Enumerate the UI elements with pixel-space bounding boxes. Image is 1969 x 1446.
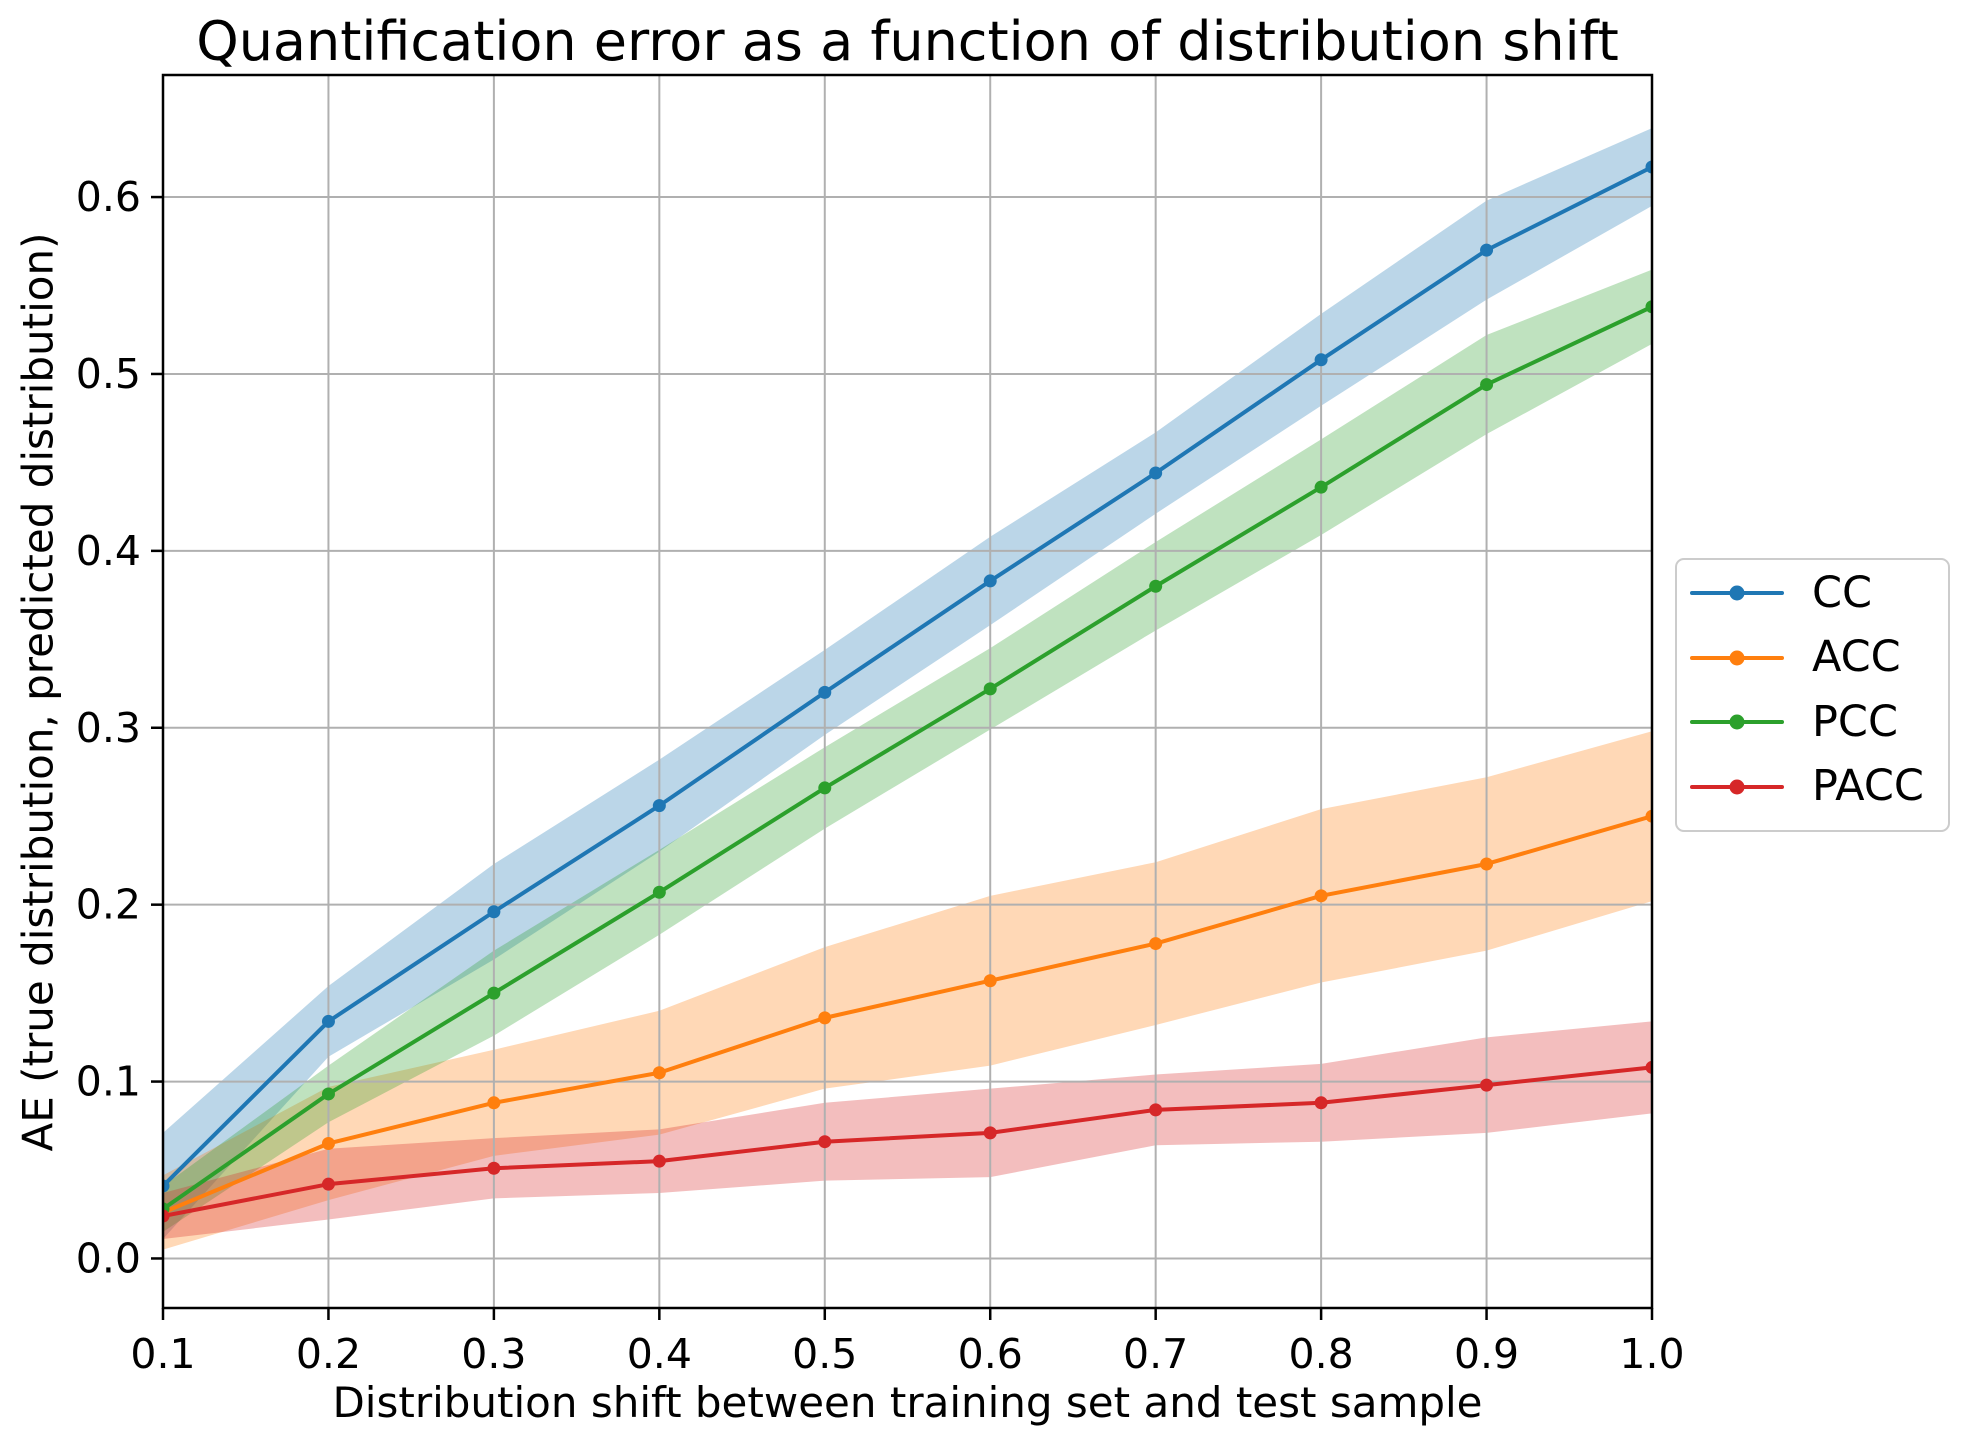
marker-acc	[1480, 857, 1494, 871]
band-cc	[163, 128, 1652, 1240]
line-cc	[163, 165, 1652, 1188]
legend-item-cc: CC	[1690, 561, 1948, 626]
line-pacc	[163, 1065, 1652, 1218]
legend-marker-icon	[1729, 714, 1745, 730]
legend-item-pcc: PCC	[1690, 690, 1948, 755]
tick-labels: 0.1 0.2 0.3 0.4 0.5 0.6 0.7 0.8 0.9 1.0 0.0 0.1 0.2 0…	[76, 173, 1685, 1378]
legend-sample-pcc	[1690, 712, 1784, 732]
marker-pacc	[1480, 1078, 1494, 1092]
marker-pcc	[1480, 378, 1494, 392]
marker-pacc	[1149, 1103, 1163, 1117]
x-tick-label: 0.2	[296, 1330, 361, 1378]
line-acc	[163, 814, 1652, 1215]
marker-pacc	[321, 1177, 335, 1191]
marker-pcc	[321, 1087, 335, 1101]
legend-label: ACC	[1812, 632, 1901, 683]
x-tick-label: 0.1	[130, 1330, 195, 1378]
legend-label: PACC	[1812, 761, 1924, 812]
data-series	[163, 160, 1652, 1223]
marker-pacc	[652, 1154, 666, 1168]
x-tick-label: 0.9	[1454, 1330, 1519, 1378]
legend-label: PCC	[1812, 696, 1898, 747]
marker-pacc	[818, 1135, 832, 1149]
marker-pacc	[487, 1161, 501, 1175]
marker-cc	[818, 685, 832, 699]
marker-acc	[818, 1011, 832, 1025]
marker-acc	[487, 1096, 501, 1110]
line-pcc	[163, 304, 1652, 1211]
marker-cc	[321, 1014, 335, 1028]
marker-pcc	[1149, 579, 1163, 593]
marker-cc	[1645, 160, 1652, 174]
marker-acc	[652, 1066, 666, 1080]
marker-acc	[321, 1136, 335, 1150]
marker-cc	[1480, 243, 1494, 257]
chart-title: Quantification error as a function of di…	[196, 10, 1619, 73]
marker-pcc	[1314, 480, 1328, 494]
legend-marker-icon	[1729, 779, 1745, 795]
legend-sample-pacc	[1690, 777, 1784, 797]
marker-acc	[1314, 889, 1328, 903]
x-tick-label: 0.5	[792, 1330, 857, 1378]
marker-pacc	[1314, 1096, 1328, 1110]
marker-pcc	[983, 682, 997, 696]
marker-pcc	[652, 885, 666, 899]
marker-cc	[652, 799, 666, 813]
legend-sample-cc	[1690, 583, 1784, 603]
band-acc	[163, 731, 1652, 1250]
legend-item-pacc: PACC	[1690, 755, 1948, 820]
legend: CC ACC PCC PACC	[1675, 558, 1950, 832]
y-tick-label: 0.3	[76, 704, 141, 752]
marker-pacc	[983, 1126, 997, 1140]
axes-spines	[161, 73, 1654, 1310]
marker-cc	[1314, 353, 1328, 367]
legend-item-acc: ACC	[1690, 626, 1948, 691]
x-axis-label: Distribution shift between training set …	[332, 1378, 1483, 1427]
x-tick-label: 0.7	[1123, 1330, 1188, 1378]
y-tick-label: 0.4	[76, 527, 141, 575]
marker-pcc	[1645, 300, 1652, 314]
marker-acc	[1149, 937, 1163, 951]
legend-sample-acc	[1690, 648, 1784, 668]
marker-acc	[1645, 809, 1652, 823]
marker-acc	[983, 974, 997, 988]
x-tick-label: 0.8	[1289, 1330, 1354, 1378]
marker-pacc	[163, 1209, 170, 1223]
y-tick-label: 0.6	[76, 173, 141, 221]
y-axis-label: AE (true distribution, predicted distrib…	[13, 232, 63, 1152]
x-tick-label: 0.3	[461, 1330, 526, 1378]
x-tick-label: 1.0	[1619, 1330, 1684, 1378]
tick-marks	[151, 195, 1654, 1320]
legend-marker-icon	[1729, 650, 1745, 666]
x-tick-label: 0.6	[958, 1330, 1023, 1378]
y-tick-label: 0.2	[76, 881, 141, 929]
marker-cc	[163, 1179, 170, 1193]
band-pacc	[163, 1021, 1652, 1240]
y-tick-label: 0.1	[76, 1058, 141, 1106]
legend-label: CC	[1812, 567, 1873, 618]
marker-cc	[983, 574, 997, 588]
x-tick-label: 0.4	[627, 1330, 692, 1378]
marker-pacc	[1645, 1060, 1652, 1074]
marker-pcc	[818, 781, 832, 795]
marker-cc	[487, 905, 501, 919]
legend-marker-icon	[1729, 585, 1745, 601]
y-tick-label: 0.5	[76, 350, 141, 398]
y-tick-label: 0.0	[76, 1234, 141, 1282]
marker-pcc	[487, 986, 501, 1000]
marker-cc	[1149, 466, 1163, 480]
